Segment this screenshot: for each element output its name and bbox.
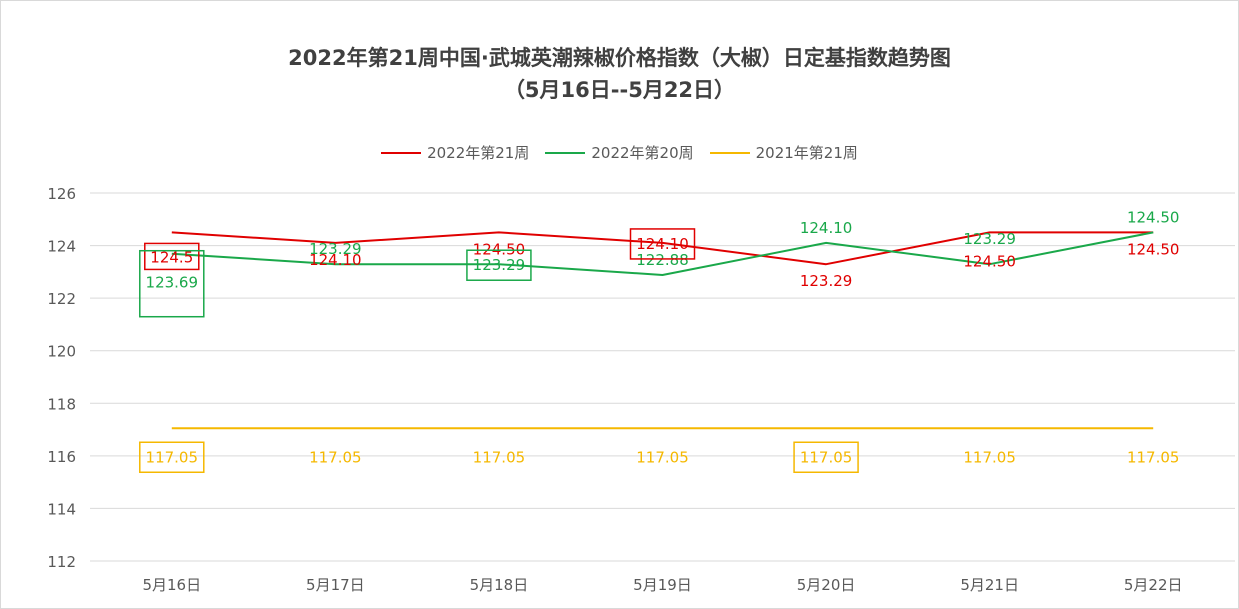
series-line [171, 231, 1154, 266]
y-tick-label: 114 [47, 500, 76, 518]
data-label-box [466, 249, 532, 281]
data-label: 124.10 [800, 219, 853, 237]
data-label: 117.05 [473, 448, 526, 466]
legend-item-2022-w20: 2022年第20周 [545, 142, 694, 163]
y-tick-label: 112 [47, 553, 76, 571]
legend-swatch-2021-w21 [709, 151, 750, 154]
data-label-box [139, 441, 205, 474]
chart-title: 2022年第21周中国·武城英潮辣椒价格指数（大椒）日定基指数趋势图 [288, 46, 951, 70]
data-label: 123.29 [473, 256, 526, 274]
legend-label-2022-w20: 2022年第20周 [591, 144, 694, 162]
data-label: 117.05 [963, 448, 1016, 466]
data-label: 117.05 [636, 448, 689, 466]
data-label-box [793, 441, 859, 474]
legend-swatch-2022-w20 [545, 151, 586, 154]
data-label: 124.50 [1127, 240, 1180, 258]
data-label: 123.69 [146, 274, 199, 292]
data-label: 122.88 [636, 251, 689, 269]
y-tick-label: 118 [47, 395, 76, 413]
x-tick-label: 5月22日 [1124, 576, 1183, 594]
x-tick-label: 5月21日 [960, 576, 1019, 594]
data-label: 124.50 [963, 252, 1016, 270]
data-label: 124.10 [636, 235, 689, 253]
data-label: 124.50 [473, 240, 526, 258]
legend-label-2022-w21: 2022年第21周 [427, 144, 530, 162]
x-tick-label: 5月20日 [797, 576, 856, 594]
x-tick-label: 5月19日 [633, 576, 692, 594]
legend-label-2021-w21: 2021年第21周 [755, 144, 858, 162]
data-label-box [139, 249, 205, 318]
data-label: 123.29 [309, 240, 362, 258]
chart-subtitle: （5月16日--5月22日） [503, 78, 736, 102]
y-tick-label: 124 [47, 238, 76, 256]
chart-legend: 2022年第21周 2022年第20周 2021年第21周 [0, 142, 1239, 163]
data-label: 117.05 [1127, 448, 1180, 466]
data-label-box [144, 242, 200, 271]
legend-item-2021-w21: 2021年第21周 [709, 142, 858, 163]
y-tick-label: 126 [47, 185, 76, 203]
x-tick-label: 5月18日 [470, 576, 529, 594]
data-label: 124.50 [1127, 208, 1180, 226]
data-label: 123.29 [800, 272, 853, 290]
data-label: 123.29 [963, 230, 1016, 248]
legend-swatch-2022-w21 [381, 151, 422, 154]
data-label: 117.05 [146, 448, 199, 466]
y-tick-label: 120 [47, 343, 76, 361]
data-label: 124.5 [150, 248, 193, 266]
data-label: 124.10 [309, 251, 362, 269]
data-label-box [629, 228, 696, 260]
data-label: 117.05 [800, 448, 853, 466]
x-tick-label: 5月17日 [306, 576, 365, 594]
data-label: 117.05 [309, 448, 362, 466]
legend-item-2022-w21: 2022年第21周 [381, 142, 529, 163]
series-line [171, 231, 1154, 276]
y-tick-label: 116 [47, 448, 76, 466]
x-tick-label: 5月16日 [142, 576, 201, 594]
y-tick-label: 122 [47, 290, 76, 308]
